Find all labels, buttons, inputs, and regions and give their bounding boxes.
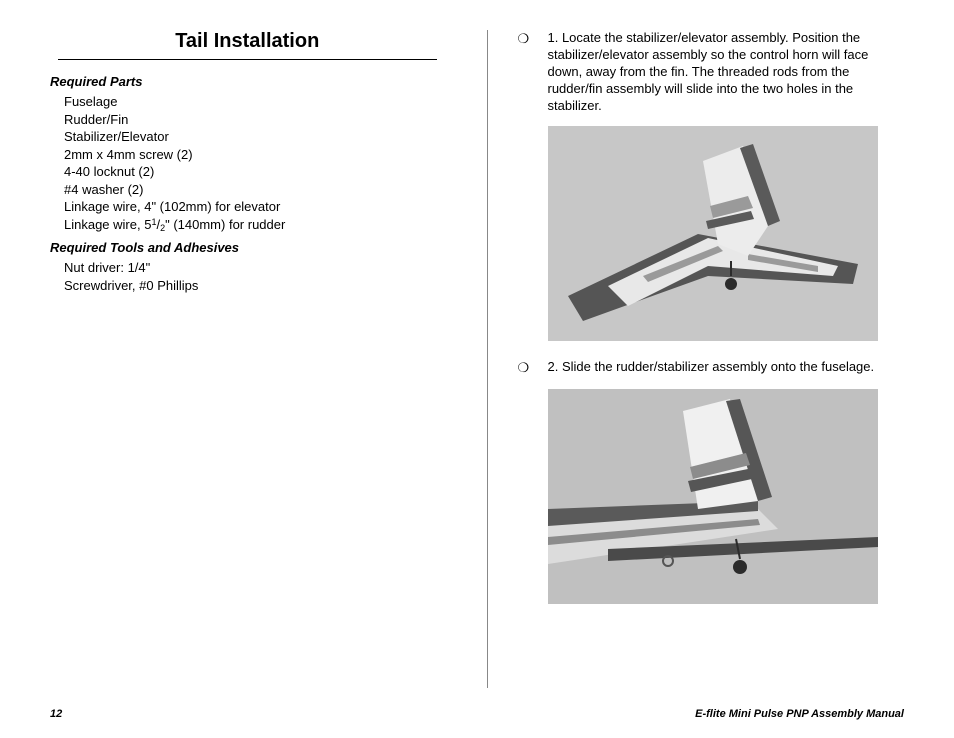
manual-title: E-flite Mini Pulse PNP Assembly Manual xyxy=(695,708,904,720)
section-title: Tail Installation xyxy=(58,30,437,60)
figure-1 xyxy=(548,126,878,341)
list-item: Linkage wire, 4" (102mm) for elevator xyxy=(64,198,437,216)
list-item: Rudder/Fin xyxy=(64,111,437,129)
list-item: 4-40 locknut (2) xyxy=(64,163,437,181)
list-item: Stabilizer/Elevator xyxy=(64,128,437,146)
step-text: 2. Slide the rudder/stabilizer assembly … xyxy=(548,359,905,377)
list-item: Fuselage xyxy=(64,93,437,111)
required-tools-heading: Required Tools and Adhesives xyxy=(50,240,437,255)
page-footer: 12 E-flite Mini Pulse PNP Assembly Manua… xyxy=(50,708,904,720)
list-item: 2mm x 4mm screw (2) xyxy=(64,146,437,164)
required-parts-list: Fuselage Rudder/Fin Stabilizer/Elevator … xyxy=(50,93,437,234)
step-text: 1. Locate the stabilizer/elevator assemb… xyxy=(548,30,905,114)
list-item: Screwdriver, #0 Phillips xyxy=(64,277,437,295)
step-1: ❍ 1. Locate the stabilizer/elevator asse… xyxy=(518,30,905,114)
list-item: #4 washer (2) xyxy=(64,181,437,199)
required-parts-heading: Required Parts xyxy=(50,74,437,89)
bullet-icon: ❍ xyxy=(518,359,530,377)
list-item: Nut driver: 1/4" xyxy=(64,259,437,277)
left-column: Tail Installation Required Parts Fuselag… xyxy=(50,30,447,688)
step-2: ❍ 2. Slide the rudder/stabilizer assembl… xyxy=(518,359,905,377)
figure-2 xyxy=(548,389,878,604)
list-item: Linkage wire, 51/2" (140mm) for rudder xyxy=(64,216,437,234)
page-number: 12 xyxy=(50,708,62,720)
bullet-icon: ❍ xyxy=(518,30,530,114)
required-tools-list: Nut driver: 1/4" Screwdriver, #0 Phillip… xyxy=(50,259,437,294)
right-column: ❍ 1. Locate the stabilizer/elevator asse… xyxy=(487,30,905,688)
